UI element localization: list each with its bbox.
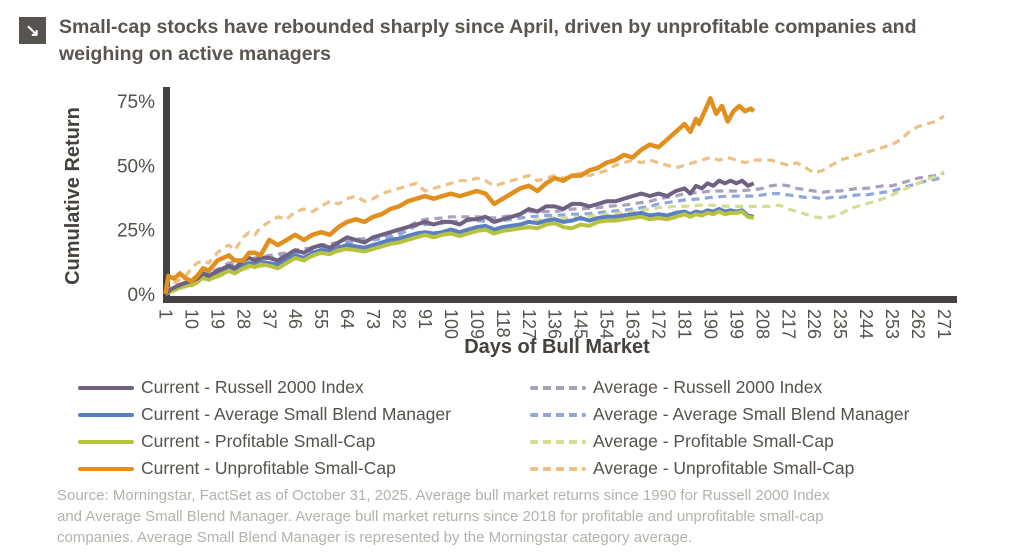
legend-column-average: Average - Russell 2000 Index Average - Av… bbox=[530, 374, 910, 482]
legend-column-current: Current - Russell 2000 Index Current - Av… bbox=[78, 374, 451, 482]
series-line-7 bbox=[163, 96, 756, 295]
x-tick-label: 1 bbox=[156, 309, 176, 319]
x-tick-label: 73 bbox=[363, 309, 383, 329]
legend-item: Current - Russell 2000 Index bbox=[78, 374, 451, 401]
legend-label: Current - Profitable Small-Cap bbox=[141, 431, 376, 451]
legend-label: Average - Unprofitable Small-Cap bbox=[593, 458, 855, 478]
x-tick-label: 172 bbox=[649, 309, 669, 339]
solid-line-swatch bbox=[78, 439, 134, 444]
solid-line-swatch bbox=[78, 412, 134, 417]
dashed-line-swatch bbox=[530, 385, 586, 390]
x-tick-label: 253 bbox=[882, 309, 902, 339]
y-axis-title: Cumulative Return bbox=[62, 107, 84, 285]
source-note: Source: Morningstar, FactSet as of Octob… bbox=[57, 485, 830, 548]
dashed-line-swatch bbox=[530, 466, 586, 471]
x-tick-label: 19 bbox=[207, 309, 227, 329]
source-note-line3: companies. Average Small Blend Manager i… bbox=[57, 529, 693, 546]
x-tick-label: 37 bbox=[259, 309, 279, 329]
x-axis-title: Days of Bull Market bbox=[464, 336, 650, 358]
x-tick-label: 109 bbox=[467, 309, 487, 339]
x-tick-label: 154 bbox=[597, 309, 617, 339]
x-tick-label: 199 bbox=[726, 309, 746, 339]
x-axis-line bbox=[163, 296, 957, 303]
x-tick-label: 262 bbox=[908, 309, 928, 339]
x-tick-label: 127 bbox=[519, 309, 539, 339]
series-line-6 bbox=[164, 178, 755, 296]
legend-label: Average - Profitable Small-Cap bbox=[593, 431, 834, 451]
chart-title: Small-cap stocks have rebounded sharply … bbox=[59, 14, 917, 68]
series-line-4 bbox=[164, 207, 755, 296]
x-tick-label: 235 bbox=[830, 309, 850, 339]
series-line-0 bbox=[164, 171, 945, 296]
chart-header: ↘ Small-cap stocks have rebounded sharpl… bbox=[19, 14, 917, 68]
x-tick-label: 181 bbox=[675, 309, 695, 339]
legend-label: Current - Average Small Blend Manager bbox=[141, 404, 451, 424]
series-line-1 bbox=[164, 175, 945, 296]
legend-item: Average - Russell 2000 Index bbox=[530, 374, 910, 401]
x-tick-label: 64 bbox=[337, 309, 357, 329]
legend-label: Current - Russell 2000 Index bbox=[141, 377, 364, 397]
dashed-line-swatch bbox=[530, 412, 586, 417]
y-tick-label: 75% bbox=[117, 92, 155, 113]
x-tick-label: 55 bbox=[311, 309, 331, 329]
series-line-2 bbox=[164, 170, 945, 296]
x-tick-label: 91 bbox=[415, 309, 435, 329]
x-tick-label: 118 bbox=[493, 309, 513, 338]
legend-label: Current - Unprofitable Small-Cap bbox=[141, 458, 396, 478]
series-line-5 bbox=[164, 209, 755, 296]
x-tick-label: 10 bbox=[181, 309, 201, 329]
x-tick-label: 244 bbox=[856, 309, 876, 339]
x-tick-label: 100 bbox=[441, 309, 461, 339]
x-tick-label: 145 bbox=[571, 309, 591, 339]
x-tick-label: 136 bbox=[545, 309, 565, 339]
y-tick-label: 25% bbox=[117, 221, 155, 242]
x-tick-label: 46 bbox=[285, 309, 305, 329]
series-line-3 bbox=[164, 114, 945, 295]
x-tick-label: 163 bbox=[623, 309, 643, 339]
legend-item: Average - Unprofitable Small-Cap bbox=[530, 455, 910, 482]
y-tick-label: 0% bbox=[128, 285, 156, 306]
chart-title-line1: Small-cap stocks have rebounded sharply … bbox=[59, 16, 917, 38]
solid-line-swatch bbox=[78, 466, 134, 471]
solid-line-swatch bbox=[78, 385, 134, 390]
x-tick-label: 226 bbox=[804, 309, 824, 339]
y-tick-label: 50% bbox=[117, 156, 155, 177]
x-tick-label: 82 bbox=[389, 309, 409, 329]
x-tick-label: 208 bbox=[752, 309, 772, 339]
source-note-line1: Source: Morningstar, FactSet as of Octob… bbox=[57, 487, 830, 504]
x-tick-label: 190 bbox=[700, 309, 720, 339]
dashed-line-swatch bbox=[530, 439, 586, 444]
x-tick-label: 271 bbox=[934, 309, 954, 339]
legend-item: Average - Average Small Blend Manager bbox=[530, 401, 910, 428]
legend-item: Current - Average Small Blend Manager bbox=[78, 401, 451, 428]
x-tick-label: 217 bbox=[778, 309, 798, 339]
arrow-down-right-icon: ↘ bbox=[19, 17, 46, 44]
legend-item: Current - Profitable Small-Cap bbox=[78, 428, 451, 455]
legend-item: Current - Unprofitable Small-Cap bbox=[78, 455, 451, 482]
source-note-line2: and Average Small Blend Manager. Average… bbox=[57, 508, 824, 525]
x-tick-label: 28 bbox=[233, 309, 253, 329]
chart-title-line2: weighing on active managers bbox=[59, 42, 331, 65]
legend-item: Average - Profitable Small-Cap bbox=[530, 428, 910, 455]
y-axis-line bbox=[163, 87, 170, 303]
legend-label: Average - Russell 2000 Index bbox=[593, 377, 823, 397]
legend-label: Average - Average Small Blend Manager bbox=[593, 404, 910, 424]
